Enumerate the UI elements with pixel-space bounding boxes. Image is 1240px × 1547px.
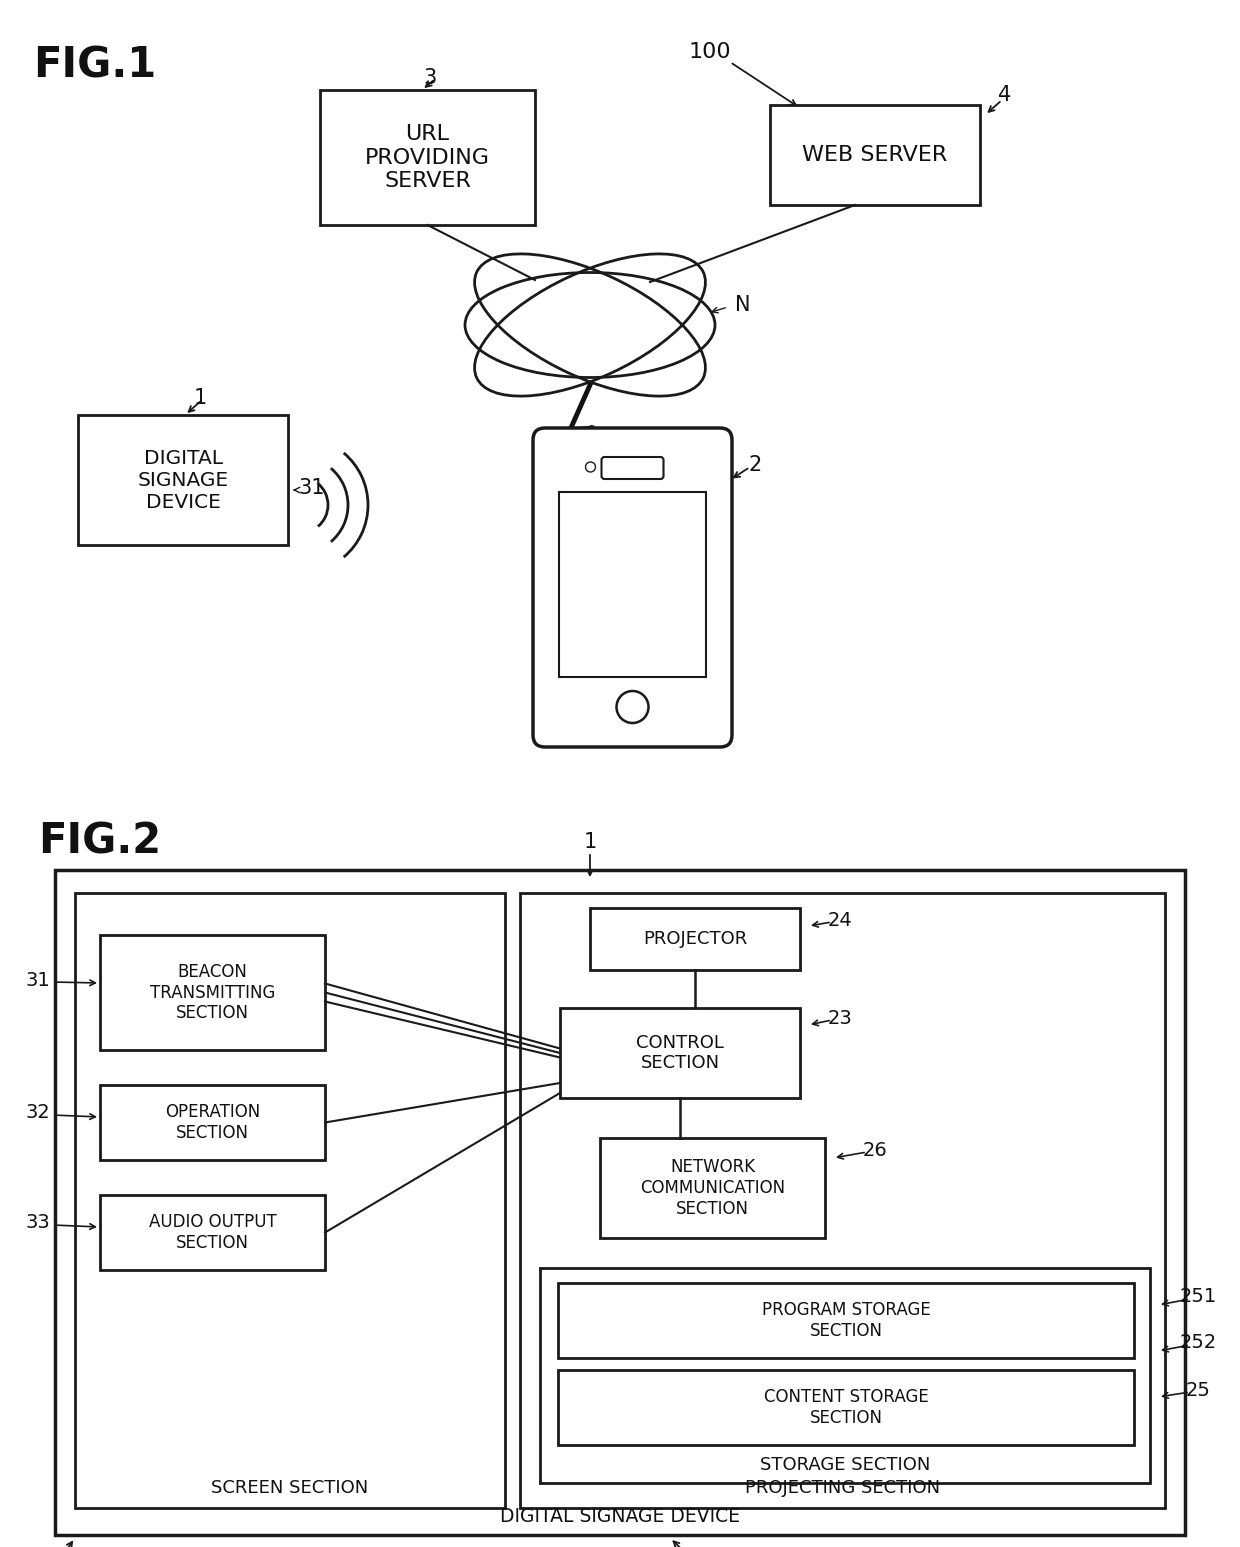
Bar [559, 492, 706, 678]
Text: BEACON
TRANSMITTING
SECTION: BEACON TRANSMITTING SECTION [150, 962, 275, 1023]
Text: 1: 1 [583, 832, 596, 852]
Bar [560, 1009, 800, 1098]
Bar [590, 908, 800, 970]
Text: SCREEN SECTION: SCREEN SECTION [211, 1479, 368, 1497]
Bar [558, 1282, 1135, 1358]
Circle shape [616, 692, 649, 722]
Bar [100, 1194, 325, 1270]
Text: PROJECTOR: PROJECTOR [642, 930, 748, 948]
Ellipse shape [465, 272, 715, 377]
Bar [100, 1084, 325, 1160]
Text: NETWORK
COMMUNICATION
SECTION: NETWORK COMMUNICATION SECTION [640, 1159, 785, 1217]
FancyBboxPatch shape [533, 429, 732, 747]
Text: 23: 23 [827, 1009, 852, 1027]
Text: OPERATION
SECTION: OPERATION SECTION [165, 1103, 260, 1142]
Text: N: N [735, 295, 750, 316]
Bar [558, 1371, 1135, 1445]
Text: 4: 4 [998, 85, 1012, 105]
Text: DIGITAL
SIGNAGE
DEVICE: DIGITAL SIGNAGE DEVICE [138, 449, 228, 512]
Bar [78, 415, 288, 545]
Text: 31: 31 [298, 478, 325, 498]
Text: 33: 33 [25, 1213, 50, 1233]
Text: FIG.1: FIG.1 [33, 43, 156, 87]
Bar [520, 893, 1166, 1508]
FancyBboxPatch shape [601, 456, 663, 480]
Bar [600, 1139, 825, 1238]
Text: PROJECTING SECTION: PROJECTING SECTION [745, 1479, 940, 1497]
Bar [320, 90, 534, 224]
Text: 100: 100 [688, 42, 732, 62]
Text: 24: 24 [827, 911, 852, 930]
Text: 26: 26 [863, 1140, 888, 1160]
Text: 251: 251 [1179, 1287, 1216, 1307]
Bar [55, 869, 1185, 1535]
Text: DIGITAL SIGNAGE DEVICE: DIGITAL SIGNAGE DEVICE [500, 1507, 740, 1527]
Text: 252: 252 [1179, 1334, 1216, 1352]
Text: 31: 31 [25, 970, 50, 990]
Circle shape [585, 463, 595, 472]
Text: 25: 25 [1185, 1380, 1210, 1400]
Text: STORAGE SECTION: STORAGE SECTION [760, 1456, 930, 1474]
Text: 1: 1 [193, 388, 207, 408]
Bar [539, 1269, 1149, 1484]
Text: URL
PROVIDING
SERVER: URL PROVIDING SERVER [365, 124, 490, 190]
Text: PROGRAM STORAGE
SECTION: PROGRAM STORAGE SECTION [761, 1301, 930, 1340]
Text: 3: 3 [423, 68, 436, 88]
Text: WEB SERVER: WEB SERVER [802, 145, 947, 166]
Bar [100, 934, 325, 1050]
Text: 2: 2 [749, 455, 761, 475]
Text: CONTENT STORAGE
SECTION: CONTENT STORAGE SECTION [764, 1388, 929, 1426]
Text: AUDIO OUTPUT
SECTION: AUDIO OUTPUT SECTION [149, 1213, 277, 1252]
Bar [770, 105, 980, 206]
Text: CONTROL
SECTION: CONTROL SECTION [636, 1033, 724, 1072]
Text: 32: 32 [25, 1103, 50, 1123]
Text: FIG.2: FIG.2 [38, 821, 161, 863]
Bar [74, 893, 505, 1508]
